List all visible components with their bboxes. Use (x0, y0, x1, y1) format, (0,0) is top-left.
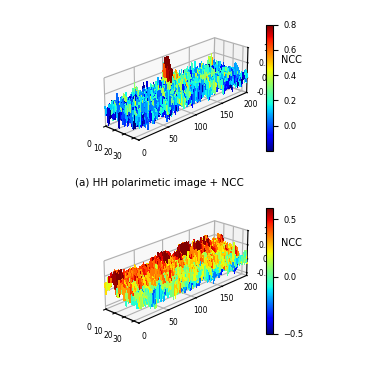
Text: (a) HH polarimetic image + NCC: (a) HH polarimetic image + NCC (75, 178, 244, 187)
